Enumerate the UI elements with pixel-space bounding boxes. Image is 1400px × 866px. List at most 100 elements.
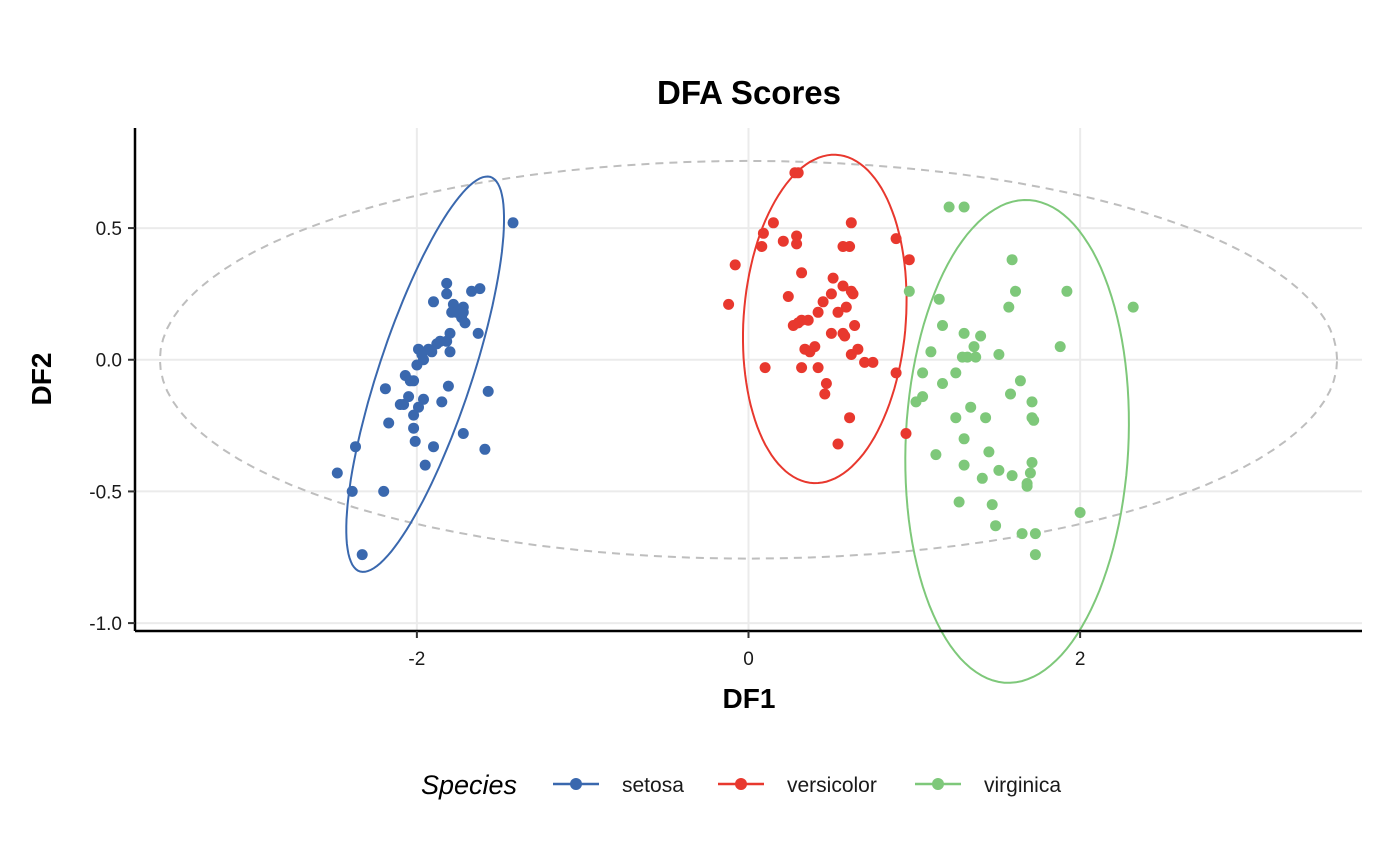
setosa-point xyxy=(428,296,439,308)
setosa-point xyxy=(379,383,391,395)
setosa-point xyxy=(466,285,478,297)
virginica-point xyxy=(1016,528,1028,540)
versicolor-point xyxy=(802,314,814,326)
versicolor-point xyxy=(767,217,779,229)
versicolor-point xyxy=(844,412,856,424)
setosa-point xyxy=(418,393,429,405)
versicolor-point xyxy=(840,301,852,313)
setosa-point xyxy=(442,380,454,392)
versicolor-point xyxy=(759,362,771,374)
confidence-ellipses xyxy=(158,153,1339,684)
setosa-point xyxy=(403,391,415,403)
virginica-point xyxy=(993,464,1005,476)
versicolor-point xyxy=(791,230,803,242)
setosa-point xyxy=(419,459,431,471)
virginica-point xyxy=(1074,507,1086,518)
versicolor-point xyxy=(817,296,829,308)
setosa-point xyxy=(378,485,390,497)
versicolor-point xyxy=(890,233,902,245)
virginica-point xyxy=(1021,480,1033,492)
virginica-point xyxy=(933,293,945,305)
virginica-point xyxy=(925,346,937,358)
versicolor-point xyxy=(900,428,912,439)
versicolor-point xyxy=(837,280,849,292)
virginica-point xyxy=(930,449,942,461)
virginica-point xyxy=(1061,285,1073,297)
setosa-point xyxy=(459,317,471,329)
versicolor-point xyxy=(729,259,741,271)
setosa-point xyxy=(356,549,368,561)
versicolor-point xyxy=(756,241,768,252)
setosa-point xyxy=(346,485,358,497)
setosa-point xyxy=(474,283,486,295)
virginica-point xyxy=(1026,457,1038,468)
legend-title: Species xyxy=(421,770,517,800)
versicolor-point xyxy=(859,356,871,368)
virginica-legend-label: virginica xyxy=(984,774,1061,797)
versicolor-point xyxy=(903,254,915,266)
virginica-point xyxy=(1014,375,1026,387)
setosa-point xyxy=(441,288,453,300)
versicolor-point xyxy=(812,362,824,374)
setosa-point xyxy=(331,467,343,479)
x-tick-label: 0 xyxy=(743,649,754,670)
versicolor-point xyxy=(832,438,844,450)
virginica-point xyxy=(1029,528,1041,540)
versicolor-point xyxy=(867,356,879,368)
setosa-point xyxy=(408,409,420,421)
axes: -2 0 2 -1.0 -0.5 0.0 0.5 xyxy=(89,128,1362,670)
versicolor-point xyxy=(837,327,849,339)
virginica-point xyxy=(937,320,948,331)
versicolor-point xyxy=(809,341,821,353)
virginica-point xyxy=(968,341,980,353)
y-tick-label: 0.0 xyxy=(96,351,122,372)
setosa-point xyxy=(441,277,453,289)
virginica-point xyxy=(1006,470,1018,482)
versicolor-point xyxy=(812,306,824,318)
virginica-point xyxy=(961,351,973,363)
versicolor-point xyxy=(796,362,808,374)
virginica-point xyxy=(975,330,987,342)
virginica-point xyxy=(958,433,970,445)
x-axis-title: DF1 xyxy=(723,683,776,714)
setosa-point xyxy=(383,417,395,429)
virginica-point xyxy=(943,201,955,213)
virginica-point xyxy=(1026,396,1038,408)
setosa-point xyxy=(444,346,456,358)
versicolor-point xyxy=(890,367,902,379)
virginica-point xyxy=(953,496,965,508)
virginica-point xyxy=(1029,549,1041,561)
y-tick-label: -1.0 xyxy=(89,614,122,635)
virginica-point xyxy=(986,499,998,511)
versicolor-point xyxy=(819,388,831,400)
versicolor-point xyxy=(782,291,794,302)
x-tick-label: 2 xyxy=(1075,649,1086,670)
versicolor-point xyxy=(757,227,769,239)
setosa-point xyxy=(457,306,469,318)
versicolor-point xyxy=(777,235,789,247)
versicolor-point xyxy=(844,241,856,252)
virginica-point xyxy=(950,367,962,379)
virginica-point xyxy=(970,351,982,363)
virginica-point xyxy=(990,520,1002,532)
virginica-point xyxy=(958,459,970,471)
virginica-legend-key-point xyxy=(932,778,944,790)
setosa-point xyxy=(479,443,491,455)
setosa-point xyxy=(409,435,421,447)
versicolor-point xyxy=(845,349,857,360)
setosa-point xyxy=(408,422,420,434)
versicolor-point xyxy=(825,288,837,300)
virginica-point xyxy=(1010,285,1021,297)
virginica-point xyxy=(1127,301,1139,313)
virginica-point xyxy=(983,446,995,458)
y-tick-label: 0.5 xyxy=(96,219,122,240)
data-points xyxy=(331,167,1139,561)
virginica-point xyxy=(950,412,962,424)
versicolor-point xyxy=(832,306,844,318)
setosa-point xyxy=(428,441,439,453)
virginica-point xyxy=(903,285,915,297)
virginica-point xyxy=(910,396,922,408)
versicolor-ellipse xyxy=(742,153,908,485)
